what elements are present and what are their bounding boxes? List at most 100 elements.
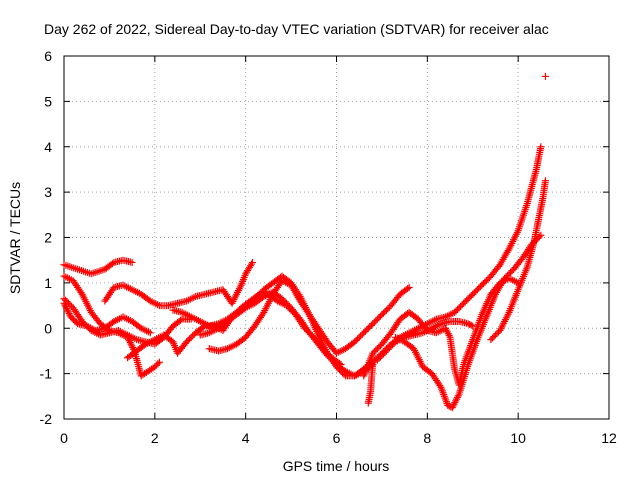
data-point [472,287,480,295]
series-trace-outlier [541,72,549,80]
data-point [280,296,288,304]
data-point [60,299,68,307]
data-point [295,291,303,299]
data-point [452,307,460,315]
data-point [484,275,492,283]
series-trace-a [60,256,136,278]
x-tick-label: 10 [510,430,526,446]
data-point [378,311,386,319]
data-point [352,336,360,344]
data-point [504,271,512,279]
data-point [325,353,333,361]
data-point [281,298,289,306]
data-point [378,351,386,359]
data-point [461,298,469,306]
data-point [329,358,337,366]
x-tick-label: 2 [151,430,159,446]
data-point [491,331,499,339]
data-point [370,357,378,365]
data-point [382,347,390,355]
x-tick-label: 6 [333,430,341,446]
data-point [372,317,380,325]
data-point [455,304,463,312]
data-point [376,312,384,320]
data-point [248,260,256,268]
data-point [128,342,136,350]
data-point [453,395,461,403]
data-point [361,327,369,335]
data-point [457,302,465,310]
data-point [127,340,135,348]
data-point [502,273,510,281]
series-trace-m [487,177,549,344]
data-point [364,324,372,332]
data-point [187,333,195,341]
data-point [463,296,471,304]
data-point [379,309,387,317]
data-point [284,301,292,309]
data-point [469,290,477,298]
y-tick-label: -2 [40,411,53,427]
data-point [452,397,460,405]
x-axis-label: GPS time / hours [283,458,390,474]
data-point [541,177,549,185]
series-trace-i [196,288,377,407]
grid [64,56,609,419]
data-point [481,278,489,286]
data-point [478,281,486,289]
data-point [328,356,336,364]
y-axis-label: SDTVAR / TECUs [7,182,23,294]
data-point [323,351,331,359]
data-point [62,296,70,304]
x-tick-label: 0 [60,430,68,446]
data-point [469,322,477,330]
data-point [482,277,490,285]
data-point [467,292,475,300]
data-points [60,72,549,412]
data-point [152,361,160,369]
data-point [375,355,383,362]
data-point [464,320,472,328]
data-point [61,301,69,309]
data-point [449,402,457,410]
data-point [355,333,363,341]
data-point [404,285,412,293]
data-point [326,355,334,362]
data-point [448,404,456,412]
data-point [354,335,362,343]
data-point [451,399,459,407]
x-tick-label: 8 [423,430,431,446]
data-point [382,306,390,314]
data-point [151,363,159,371]
data-point [367,321,375,329]
data-point [363,326,371,334]
data-point [77,289,85,297]
data-point [501,274,509,282]
data-point [373,315,381,323]
data-point [487,336,495,344]
data-point [358,330,366,338]
data-point [366,323,374,331]
data-point [384,305,392,313]
data-point [183,338,191,346]
data-point [65,310,73,318]
data-point [537,143,545,151]
data-point [373,356,381,364]
data-point [450,400,458,408]
data-point [454,305,462,313]
data-point [384,345,392,353]
data-point [375,314,383,322]
data-point [257,289,265,297]
data-point [146,329,154,337]
x-tick-label: 4 [242,430,250,446]
data-point [155,358,163,366]
data-point [369,358,377,366]
data-point [470,289,478,297]
data-point [357,332,365,340]
data-point [177,316,185,324]
data-point [464,295,472,303]
data-point [248,258,256,266]
y-tick-label: 2 [44,230,52,246]
